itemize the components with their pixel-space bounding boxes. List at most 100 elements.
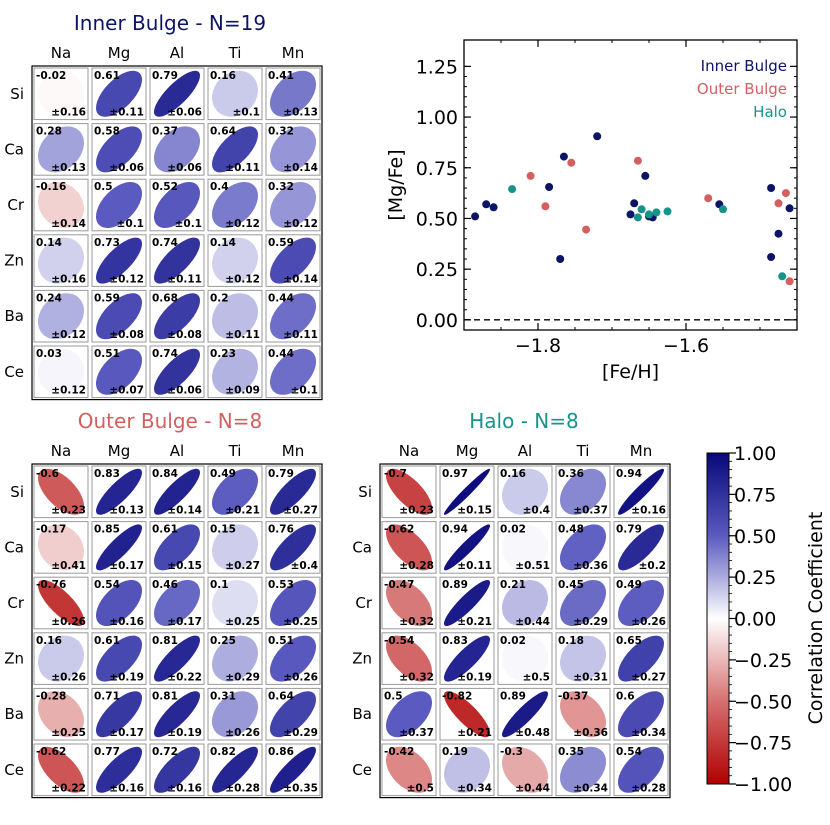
correlation-ellipse — [95, 691, 143, 738]
cell-border — [91, 521, 147, 574]
uncertainty-label: ±0.34 — [573, 783, 608, 795]
correlation-value-label: 0.32 — [268, 126, 294, 138]
cell-border — [265, 234, 321, 287]
uncertainty-label: ±0.13 — [109, 505, 144, 517]
y-tick-label: 1.25 — [416, 56, 458, 78]
uncertainty-label: ±0.12 — [109, 273, 144, 285]
row-label: Cr — [355, 594, 372, 612]
plot-frame — [463, 39, 798, 331]
correlation-value-label: -0.62 — [384, 524, 414, 536]
cell-border — [265, 289, 321, 343]
data-point-outer-bulge — [633, 156, 642, 165]
correlation-ellipse — [270, 635, 316, 682]
uncertainty-label: ±0.32 — [399, 616, 434, 628]
cell-border — [91, 123, 147, 176]
uncertainty-label: ±0.14 — [167, 505, 202, 517]
correlation-ellipse — [211, 468, 259, 515]
y-tick-label: 1.00 — [416, 107, 458, 129]
correlation-value-label: 0.02 — [500, 635, 526, 647]
correlation-ellipse — [385, 468, 433, 515]
correlation-value-label: 0.1 — [210, 579, 229, 591]
column-label: Na — [51, 44, 71, 62]
correlation-ellipse — [269, 746, 317, 793]
correlation-ellipse — [444, 635, 490, 682]
column-label: Mn — [630, 442, 652, 460]
cell-border — [91, 345, 147, 399]
correlation-value-label: 0.52 — [152, 181, 178, 193]
correlation-ellipse — [95, 746, 143, 793]
y-tick-label: 0.75 — [416, 158, 458, 180]
correlation-value-label: 0.36 — [558, 468, 584, 480]
cell-border — [439, 465, 495, 519]
cell-border — [33, 576, 89, 630]
cell-border — [555, 465, 611, 519]
correlation-ellipse — [501, 635, 549, 682]
uncertainty-label: ±0.12 — [51, 329, 86, 341]
correlation-ellipse — [270, 237, 316, 284]
data-point-inner-bulge — [556, 255, 565, 263]
uncertainty-label: ±0.5 — [523, 671, 550, 683]
correlation-ellipse — [154, 635, 200, 682]
correlation-value-label: 0.6 — [616, 690, 635, 702]
cell-border — [33, 123, 89, 176]
uncertainty-label: ±0.41 — [51, 560, 86, 572]
correlation-ellipse — [153, 126, 201, 173]
uncertainty-label: ±0.14 — [283, 162, 318, 174]
correlation-ellipse — [96, 293, 142, 340]
data-point-outer-bulge — [785, 277, 794, 286]
correlation-value-label: -0.16 — [36, 181, 66, 193]
uncertainty-label: ±0.5 — [407, 783, 434, 795]
legend-entry: Inner Bulge — [701, 57, 787, 75]
correlation-value-label: 0.73 — [94, 237, 120, 249]
correlation-value-label: 0.64 — [268, 690, 294, 702]
correlation-ellipse — [270, 182, 316, 228]
correlation-value-label: 0.82 — [210, 746, 236, 758]
correlation-ellipse — [212, 580, 258, 626]
data-point-inner-bulge — [471, 212, 480, 221]
data-point-halo — [637, 205, 646, 214]
uncertainty-label: ±0.21 — [457, 616, 492, 628]
correlation-value-label: 0.74 — [152, 348, 178, 360]
correlation-ellipse — [38, 293, 84, 340]
correlation-value-label: 0.79 — [268, 468, 294, 480]
uncertainty-label: ±0.06 — [167, 107, 202, 119]
row-label: Ca — [4, 538, 24, 556]
cell-border — [439, 743, 495, 797]
correlation-ellipse — [154, 691, 200, 738]
correlation-ellipse — [95, 126, 143, 173]
row-label: Zn — [4, 650, 24, 668]
cell-border — [613, 576, 669, 630]
data-point-outer-bulge — [704, 194, 713, 203]
column-label: Mn — [282, 442, 304, 460]
cell-border — [207, 632, 263, 685]
correlation-value-label: 0.03 — [36, 348, 62, 360]
correlation-ellipse — [38, 580, 84, 626]
correlation-ellipse — [38, 524, 84, 571]
cell-border — [381, 521, 437, 574]
cell-border — [207, 743, 263, 797]
correlation-value-label: 0.46 — [152, 579, 178, 591]
correlation-value-label: 0.81 — [152, 635, 178, 647]
cell-border — [149, 345, 205, 399]
correlation-value-label: 0.94 — [616, 468, 642, 480]
cell-border — [149, 465, 205, 519]
column-label: Ti — [228, 44, 242, 62]
uncertainty-label: ±0.17 — [109, 727, 144, 739]
column-label: Mg — [456, 442, 478, 460]
cell-border — [381, 743, 437, 797]
correlation-value-label: 0.18 — [558, 635, 584, 647]
cell-border — [207, 521, 263, 574]
colorbar-tick-label: 1.00 — [734, 443, 776, 465]
correlation-ellipse — [38, 635, 84, 682]
correlation-ellipse — [502, 580, 548, 626]
uncertainty-label: ±0.1 — [117, 218, 144, 230]
correlation-ellipse — [37, 237, 85, 284]
row-label: Ba — [5, 705, 24, 723]
data-point-halo — [652, 208, 661, 217]
x-tick-label: −1.8 — [515, 335, 561, 357]
uncertainty-label: ±0.1 — [175, 218, 202, 230]
uncertainty-label: ±0.12 — [225, 218, 260, 230]
